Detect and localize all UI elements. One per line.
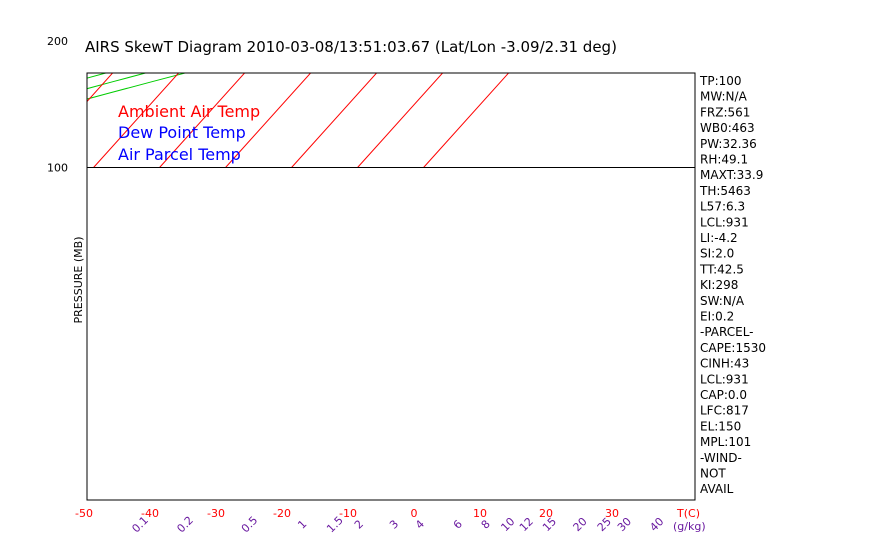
isotherm-line [225,73,312,168]
isotherm-line [0,0,150,168]
moist-adiabat-line [0,0,533,41]
index-label: LCL:931 [700,215,749,229]
legend-air-parcel-temp: Air Parcel Temp [118,145,241,164]
pressure-tick-label: 200 [47,35,68,48]
index-label: SW:N/A [700,294,745,308]
series-line-dew-point-temp [0,0,551,168]
mixing-ratio-label: 3 [387,517,401,531]
index-label: CAP:0.0 [700,388,747,402]
isotherm-line [0,0,216,168]
index-label: -WIND- [700,451,742,465]
isotherm-line [159,73,246,168]
isotherms [0,0,510,168]
isotherm-line [291,73,378,168]
mixing-ratio-label: 6 [451,517,465,531]
index-label: SI:2.0 [700,247,734,261]
index-label: FRZ:561 [700,105,750,119]
index-label: NOT [700,467,726,481]
moist-adiabat-line [0,0,559,71]
isotherm-line [87,73,114,103]
mixing-ratio-label: 0.2 [174,514,196,536]
isotherm-line [0,0,18,168]
bottom-temp-tick-label: -20 [273,507,291,520]
bottom-temp-tick-label: 20 [539,507,553,520]
pressure-tick-labels: 1002003004005006007008009001000 [47,35,68,175]
bottom-temperature-ticks: -50 -40 -30 -20 -10 0 10 20 30 [75,507,619,520]
bottom-temp-tick-label: -30 [207,507,225,520]
legend-ambient-air-temp: Ambient Air Temp [118,102,260,121]
index-label: -PARCEL- [700,325,754,339]
index-label: CINH:43 [700,357,749,371]
chart-title: AIRS SkewT Diagram 2010-03-08/13:51:03.6… [85,38,617,56]
dry-adiabat-line [0,0,640,168]
bottom-temp-tick-label: 0 [411,507,418,520]
index-label: KI:298 [700,278,738,292]
mixing-ratio-label: 8 [479,517,493,531]
temp-axis-label: T(C) [676,507,700,520]
index-label: EI:0.2 [700,310,734,324]
isotherm-line [0,0,84,168]
isotherm-line [357,73,444,168]
bottom-temp-tick-label: -40 [141,507,159,520]
bottom-temp-tick-label: -10 [339,507,357,520]
mixing-ratio-label: 2 [352,517,366,531]
pressure-tick-label: 100 [47,162,68,175]
legend-dew-point-temp: Dew Point Temp [118,123,246,142]
isotherm-line [0,0,282,168]
moist-adiabat-line [0,0,506,15]
isotherm-line [423,73,510,168]
index-label: TH:5463 [699,184,751,198]
isotherm-line [93,73,180,168]
index-label: LCL:931 [700,372,749,386]
dry-adiabat-line [0,0,372,168]
mixing-ratio-label: 4 [413,517,427,531]
mixing-ratio-label: 0.5 [239,514,261,536]
mixing-axis-label: (g/kg) [673,520,706,533]
index-label: MAXT:33.9 [700,168,763,182]
plot-grid [0,0,695,168]
y-axis-label: PRESSURE (MB) [72,237,85,324]
pressure-lines [87,167,695,168]
index-label: PW:32.36 [700,137,757,151]
dry-adiabat-line [0,0,573,168]
index-label: TT:42.5 [699,262,744,276]
index-label: AVAIL [700,482,734,496]
dry-adiabat-line [0,0,506,168]
bottom-temp-tick-label: 30 [605,507,619,520]
isotherm-line [0,0,348,168]
plot-frame [86,72,696,501]
index-label: EL:150 [700,419,741,433]
series-line-air-parcel-temp [0,0,604,168]
index-label: TP:100 [699,74,742,88]
mixing-ratio-label: 10 [498,515,517,534]
bottom-temp-tick-label: -50 [75,507,93,520]
dry-adiabat-line [0,0,439,168]
index-label: MW:N/A [700,90,748,104]
mixing-ratio-label: 1 [295,517,309,531]
mixing-ratio-label: 12 [517,515,536,534]
dry-adiabat-line [0,0,306,168]
chart-legend: Ambient Air Temp Dew Point Temp Air Parc… [118,102,260,164]
series-line-ambient-air-temp [0,0,604,168]
dry-adiabat-line [0,0,239,168]
mixing-ratio-label: 40 [647,515,666,534]
index-label: LFC:817 [700,404,749,418]
index-label: L57:6.3 [700,200,745,214]
bottom-temp-tick-label: 10 [473,507,487,520]
mixing-ratio-label: 20 [571,515,590,534]
index-label: MPL:101 [700,435,751,449]
index-label: CAPE:1530 [700,341,766,355]
sounding-series [0,0,604,168]
index-label: RH:49.1 [700,153,748,167]
index-label: WB0:463 [700,121,755,135]
index-label: LI:-4.2 [700,231,738,245]
